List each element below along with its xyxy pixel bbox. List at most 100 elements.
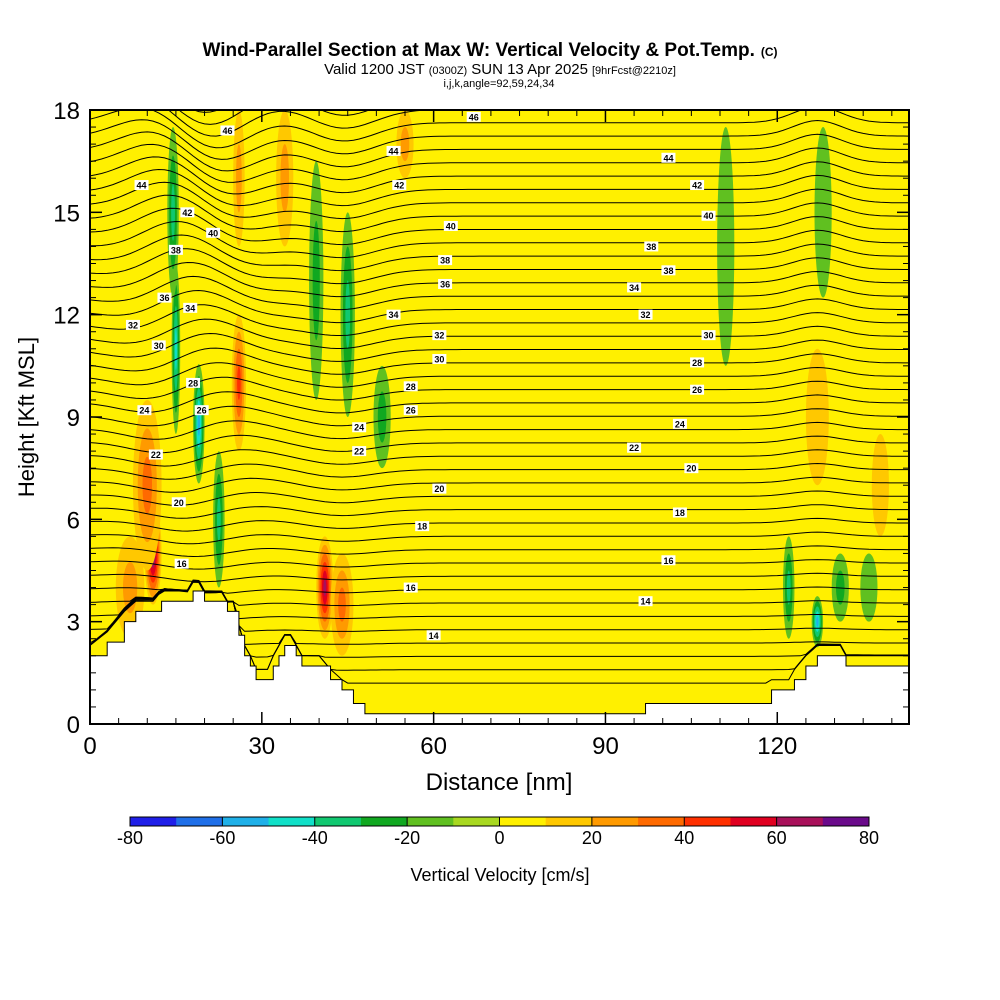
contour-label: 38: [644, 241, 659, 252]
contour-label: 40: [206, 227, 221, 238]
y-tick-label: 18: [53, 98, 80, 125]
contour-label-bg: [661, 265, 676, 276]
y-tick-label: 0: [67, 712, 80, 739]
isentrope-line: [90, 362, 909, 388]
isentrope-line: [90, 318, 909, 349]
plot-area: 46 46 44 44 44 42 42 42 40 40 40 38 38 38 38 36 36 34 34 34…: [90, 110, 909, 724]
colorbar-segment: [407, 817, 454, 826]
contour-label-bg: [701, 330, 716, 341]
contour-label-text: 24: [675, 419, 685, 429]
colorbar-segment: [776, 817, 824, 826]
contour-label-bg: [661, 152, 676, 163]
contour-label-bg: [638, 596, 653, 607]
velocity-cell-10: [330, 553, 354, 656]
contour-label-bg: [438, 255, 453, 266]
contour-label: 44: [386, 145, 401, 156]
colorbar-segment: [545, 817, 593, 826]
contour-label-text: 38: [646, 242, 656, 252]
contour-label: 36: [157, 292, 172, 303]
colorbar-segment: [222, 817, 270, 826]
contour-label: 20: [432, 483, 447, 494]
isentrope-line: [90, 304, 909, 336]
contour-label-text: 30: [704, 331, 714, 341]
contour-label-text: 30: [154, 341, 164, 351]
isentrope-line: [90, 110, 909, 149]
contour-label-bg: [701, 210, 716, 221]
velocity-cell-15: [396, 110, 414, 179]
contour-label: 42: [180, 207, 195, 218]
colorbar-label: Vertical Velocity [cm/s]: [410, 865, 589, 885]
contour-label-text: 16: [177, 559, 187, 569]
velocity-band: [805, 348, 829, 486]
velocity-cell-18: [717, 127, 735, 366]
x-tick-label: 120: [757, 733, 797, 760]
colorbar-segment: [130, 817, 177, 826]
velocity-band: [814, 127, 832, 298]
contour-label-text: 42: [394, 181, 404, 191]
velocity-cell-9: [316, 536, 334, 639]
contour-label: 22: [352, 446, 367, 457]
velocity-cell-1: [132, 399, 162, 571]
contour-label: 14: [426, 630, 441, 641]
isentrope-line: [90, 289, 909, 324]
contour-label-bg: [137, 405, 152, 416]
colorbar-segment: [730, 817, 778, 826]
contour-label: 28: [186, 377, 201, 388]
contour-label-text: 40: [446, 221, 456, 231]
isentrope-line: [90, 275, 909, 311]
contour-label-bg: [684, 463, 699, 474]
contour-label-bg: [168, 244, 183, 255]
contour-label: 22: [627, 442, 642, 453]
isentrope-line: [90, 504, 909, 519]
contour-label-bg: [432, 330, 447, 341]
contour-label-text: 14: [641, 597, 651, 607]
colorbar-tick-label: -40: [302, 828, 328, 848]
colorbar-segment: [268, 817, 316, 826]
contour-label-bg: [644, 241, 659, 252]
contour-label-bg: [432, 483, 447, 494]
isentrope-line: [90, 531, 909, 545]
isentrope-line: [90, 207, 909, 246]
colorbar-segment: [591, 817, 639, 826]
velocity-cell-7: [231, 314, 247, 452]
velocity-cell-22: [805, 348, 829, 486]
contour-label-text: 26: [197, 406, 207, 416]
velocity-band: [786, 570, 791, 605]
contour-label-text: 16: [663, 556, 673, 566]
contour-label: 18: [415, 521, 430, 532]
contour-label-bg: [627, 282, 642, 293]
contour-label-text: 26: [406, 406, 416, 416]
contour-label: 26: [690, 384, 705, 395]
isentrope-line: [90, 119, 909, 160]
contour-label-text: 24: [139, 406, 149, 416]
contour-label-bg: [157, 292, 172, 303]
isentrope-line: [90, 156, 909, 195]
contour-label-bg: [171, 497, 186, 508]
contour-label-bg: [392, 180, 407, 191]
contour-label-bg: [672, 418, 687, 429]
terrain: [90, 590, 909, 724]
isentrope-line: [90, 168, 909, 207]
contour-label-text: 34: [185, 303, 195, 313]
contour-label-bg: [638, 309, 653, 320]
isentrope-line: [90, 248, 909, 285]
velocity-cell-20: [783, 536, 795, 639]
chart-subtitle-indices: i,j,k,angle=92,59,24,34: [443, 78, 554, 90]
contour-label: 28: [403, 381, 418, 392]
contour-label-bg: [627, 442, 642, 453]
contour-label: 20: [684, 463, 699, 474]
isentrope-line: [90, 234, 909, 272]
chart-subtitle: Valid 1200 JST (0300Z) SUN 13 Apr 2025 [9hr…: [324, 61, 676, 78]
contour-label-bg: [134, 180, 149, 191]
colorbar-segment: [638, 817, 685, 826]
velocity-band: [142, 456, 153, 514]
x-tick-label: 30: [248, 733, 275, 760]
contour-label-text: 14: [429, 631, 439, 641]
contour-label: 28: [690, 357, 705, 368]
velocity-band: [400, 127, 410, 162]
contour-label-text: 30: [434, 355, 444, 365]
velocity-band: [323, 579, 327, 597]
contour-label-text: 22: [629, 443, 639, 453]
velocity-cell-25: [871, 434, 889, 537]
contour-label: 46: [220, 125, 235, 136]
